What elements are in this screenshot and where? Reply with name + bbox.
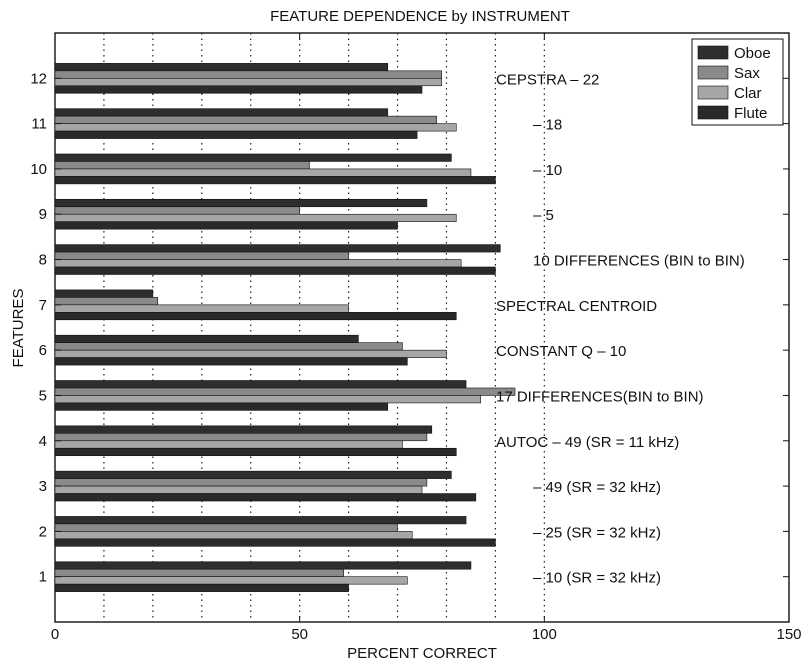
bar-clar xyxy=(54,395,482,404)
bar-flute xyxy=(54,130,418,139)
bar-flute xyxy=(54,583,349,592)
y-tick-label: 11 xyxy=(31,116,47,133)
y-tick-label: 9 xyxy=(39,206,47,223)
bar-clar xyxy=(54,485,423,494)
bar-sax xyxy=(54,297,159,306)
bar-clar xyxy=(54,349,447,358)
bar-oboe xyxy=(54,561,472,570)
bar-flute xyxy=(54,85,423,94)
bar-clar xyxy=(54,304,349,313)
bar-clar xyxy=(54,531,413,540)
bar-flute xyxy=(54,221,398,230)
chart-title: FEATURE DEPENDENCE by INSTRUMENT xyxy=(270,8,570,25)
bar-clar xyxy=(54,440,403,449)
x-axis-ticks: 0 50 100 150 xyxy=(51,33,802,643)
feature-annotation: AUTOC – 49 (SR = 11 kHz) xyxy=(496,434,679,451)
y-tick-label: 1 xyxy=(39,569,47,586)
bar-flute xyxy=(54,493,477,502)
bar-oboe xyxy=(54,63,389,72)
bar-sax xyxy=(54,432,428,442)
bar-sax xyxy=(54,70,442,79)
bar-sax xyxy=(54,251,349,260)
bars xyxy=(54,63,516,592)
y-tick-label: 7 xyxy=(39,297,47,314)
x-axis-label: PERCENT CORRECT xyxy=(347,645,497,662)
feature-annotation: – 25 (SR = 32 kHz) xyxy=(533,524,661,541)
x-tick-label: 0 xyxy=(51,626,59,643)
legend-label: Sax xyxy=(734,65,760,82)
bar-oboe xyxy=(54,198,428,208)
bar-oboe xyxy=(54,516,467,525)
legend-swatch xyxy=(697,45,729,60)
x-tick-label: 150 xyxy=(776,626,801,643)
y-tick-label: 4 xyxy=(39,433,47,450)
bar-oboe xyxy=(54,244,501,253)
y-tick-label: 12 xyxy=(30,70,47,87)
legend-swatch xyxy=(697,85,729,100)
x-tick-label: 100 xyxy=(532,626,557,643)
bar-sax xyxy=(54,568,345,577)
bar-clar xyxy=(54,576,408,585)
bar-flute xyxy=(54,312,457,321)
legend-label: Flute xyxy=(734,105,767,122)
legend-swatch xyxy=(697,65,729,80)
y-axis-label: FEATURES xyxy=(10,289,27,368)
bar-oboe xyxy=(54,470,452,479)
bar-sax xyxy=(54,342,403,351)
legend-swatch xyxy=(697,105,729,120)
bar-clar xyxy=(54,168,472,177)
bar-clar xyxy=(54,78,442,87)
y-tick-label: 8 xyxy=(39,252,47,269)
feature-annotation: – 5 xyxy=(533,207,554,224)
y-tick-label: 2 xyxy=(39,523,47,540)
feature-annotation: – 49 (SR = 32 kHz) xyxy=(533,479,661,496)
y-tick-label: 6 xyxy=(39,342,47,359)
bar-oboe xyxy=(54,425,433,434)
bar-flute xyxy=(54,266,496,275)
bar-flute xyxy=(54,447,457,457)
bar-sax xyxy=(54,387,516,396)
feature-annotation: – 10 xyxy=(533,162,562,179)
bar-sax xyxy=(54,523,398,532)
bar-oboe xyxy=(54,153,452,162)
bar-sax xyxy=(54,478,428,487)
bar-oboe xyxy=(54,289,154,298)
annotations: – 10 (SR = 32 kHz) – 25 (SR = 32 kHz) – 49… xyxy=(496,71,745,586)
x-tick-label: 50 xyxy=(291,626,308,643)
legend: Oboe Sax Clar Flute xyxy=(691,38,784,126)
feature-annotation: – 18 xyxy=(533,117,562,134)
bar-oboe xyxy=(54,334,359,343)
bar-flute xyxy=(54,402,389,411)
bar-oboe xyxy=(54,108,389,117)
feature-annotation: 17 DIFFERENCES(BIN to BIN) xyxy=(496,388,704,405)
bar-sax xyxy=(54,161,310,170)
bar-clar xyxy=(54,123,457,132)
bar-flute xyxy=(54,176,496,185)
feature-annotation: 10 DIFFERENCES (BIN to BIN) xyxy=(533,253,745,270)
bar-sax xyxy=(54,115,437,124)
feature-annotation: CONSTANT Q – 10 xyxy=(496,343,626,360)
bar-flute xyxy=(54,357,408,366)
legend-label: Clar xyxy=(734,85,762,102)
legend-label: Oboe xyxy=(734,45,771,62)
bar-sax xyxy=(54,206,300,215)
y-tick-label: 10 xyxy=(30,161,47,178)
feature-annotation: CEPSTRA – 22 xyxy=(496,71,599,88)
bar-flute xyxy=(54,538,496,547)
y-tick-label: 3 xyxy=(39,478,47,495)
feature-annotation: SPECTRAL CENTROID xyxy=(496,298,657,315)
bar-clar xyxy=(54,213,457,223)
feature-annotation: – 10 (SR = 32 kHz) xyxy=(533,570,661,587)
y-tick-label: 5 xyxy=(39,387,47,404)
bar-clar xyxy=(54,259,462,268)
bar-oboe xyxy=(54,380,467,389)
